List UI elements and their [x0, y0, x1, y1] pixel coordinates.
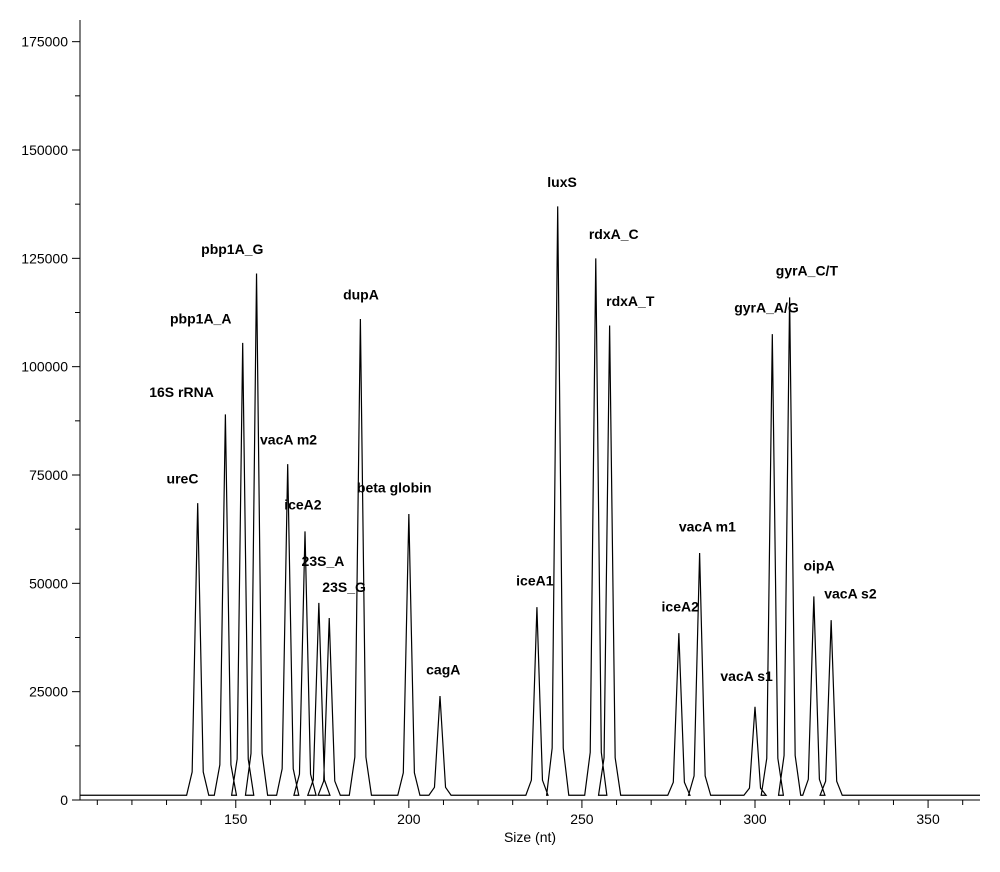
peak-label: oipA	[803, 557, 834, 573]
y-tick-label: 175000	[21, 34, 68, 50]
peak-label: 16S rRNA	[149, 384, 214, 400]
peak-label: pbp1A_A	[170, 310, 231, 326]
y-tick-label: 150000	[21, 142, 68, 158]
x-tick-label: 250	[570, 811, 594, 827]
peak-label: vacA s1	[720, 668, 773, 684]
y-tick-label: 0	[60, 792, 68, 808]
x-tick-label: 200	[397, 811, 421, 827]
peak-label: pbp1A_G	[201, 241, 263, 257]
y-tick-label: 25000	[29, 684, 68, 700]
peak-label: beta globin	[357, 479, 432, 495]
y-tick-label: 100000	[21, 359, 68, 375]
y-tick-label: 75000	[29, 467, 68, 483]
peak-label: gyrA_A/G	[734, 300, 799, 316]
x-tick-label: 350	[916, 811, 940, 827]
peak-label: 23S_A	[302, 553, 345, 569]
peak-label: rdxA_C	[589, 226, 639, 242]
peak-label: iceA2	[662, 599, 700, 615]
peak-label: dupA	[343, 287, 379, 303]
chart-container: 0 25000 50000 75000 100000 125000 150000 175000…	[0, 0, 1000, 867]
peak-label: ureC	[167, 471, 199, 487]
peak-label: vacA m2	[260, 432, 317, 448]
peak-label: rdxA_T	[606, 293, 655, 309]
peak-label: vacA m1	[679, 518, 736, 534]
peak-label: cagA	[426, 661, 460, 677]
peak-label: vacA s2	[824, 586, 877, 602]
electropherogram-svg: 0 25000 50000 75000 100000 125000 150000 175000…	[0, 0, 1000, 867]
x-tick-label: 300	[743, 811, 767, 827]
y-tick-label: 125000	[21, 250, 68, 266]
x-axis-title: Size (nt)	[504, 829, 556, 845]
peak-label: gyrA_C/T	[776, 263, 839, 279]
peak-label: luxS	[547, 174, 577, 190]
peak-label: 23S_G	[322, 579, 366, 595]
trace	[80, 206, 980, 795]
x-tick-label: 150	[224, 811, 248, 827]
peak-label: iceA2	[284, 497, 322, 513]
y-tick-label: 50000	[29, 575, 68, 591]
peak-label: iceA1	[516, 573, 554, 589]
